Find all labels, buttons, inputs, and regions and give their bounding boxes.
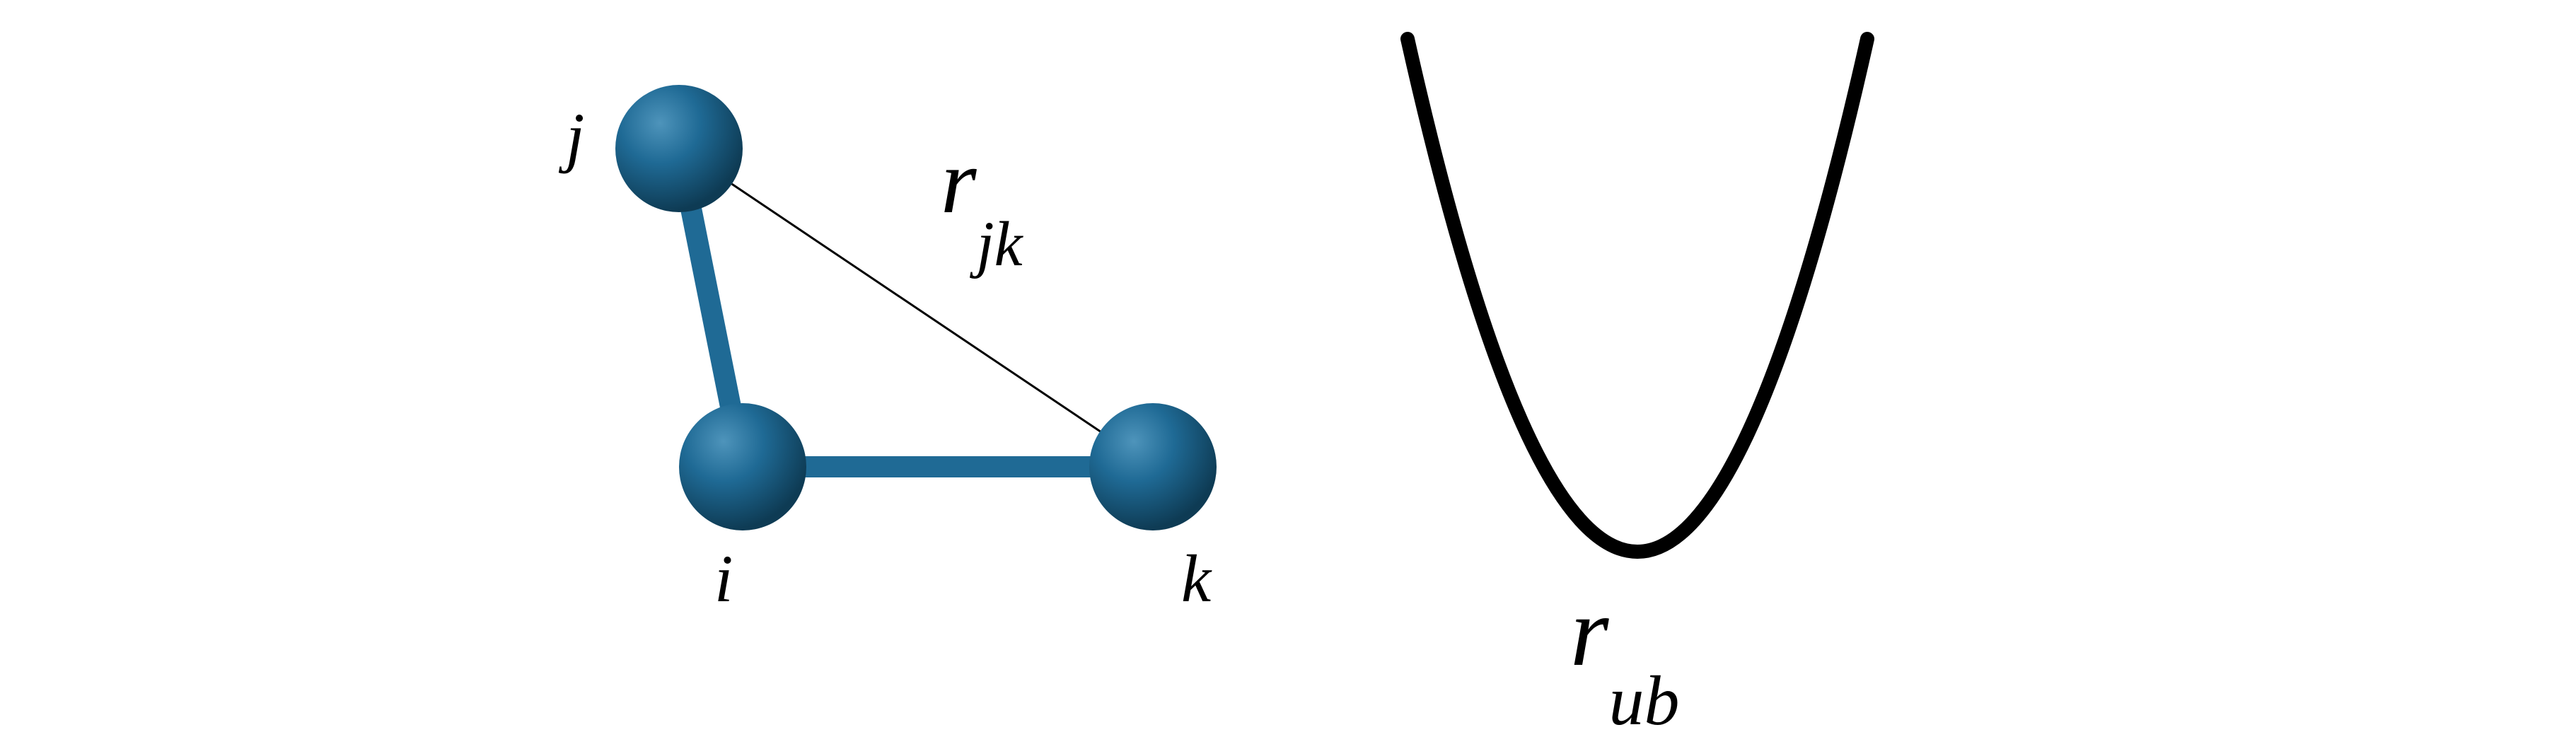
atom-k: [1089, 403, 1217, 530]
atom-label-k: k: [1181, 541, 1212, 616]
molecule-diagram: j i k rjk: [558, 85, 1217, 616]
potential-curve: [1408, 39, 1867, 552]
distance-label-rjk: rjk: [941, 131, 1024, 279]
distance-line-jk: [732, 184, 1132, 453]
atom-label-i: i: [714, 541, 733, 616]
atom-j: [615, 85, 743, 212]
potential-label-rub: rub: [1570, 577, 1679, 737]
atom-i: [679, 403, 806, 530]
atom-label-j: j: [558, 99, 584, 174]
